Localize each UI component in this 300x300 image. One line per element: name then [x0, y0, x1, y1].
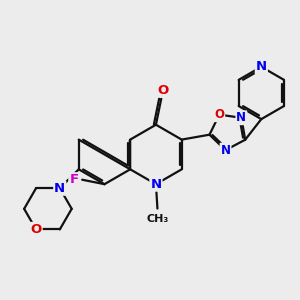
Text: N: N	[150, 178, 161, 191]
Text: N: N	[236, 111, 246, 124]
Text: N: N	[220, 144, 230, 157]
Text: N: N	[256, 60, 267, 73]
Text: F: F	[69, 173, 78, 186]
Text: N: N	[54, 182, 65, 195]
Text: CH₃: CH₃	[146, 214, 169, 224]
Text: O: O	[30, 223, 42, 236]
Text: O: O	[157, 84, 168, 97]
Text: O: O	[214, 108, 224, 121]
